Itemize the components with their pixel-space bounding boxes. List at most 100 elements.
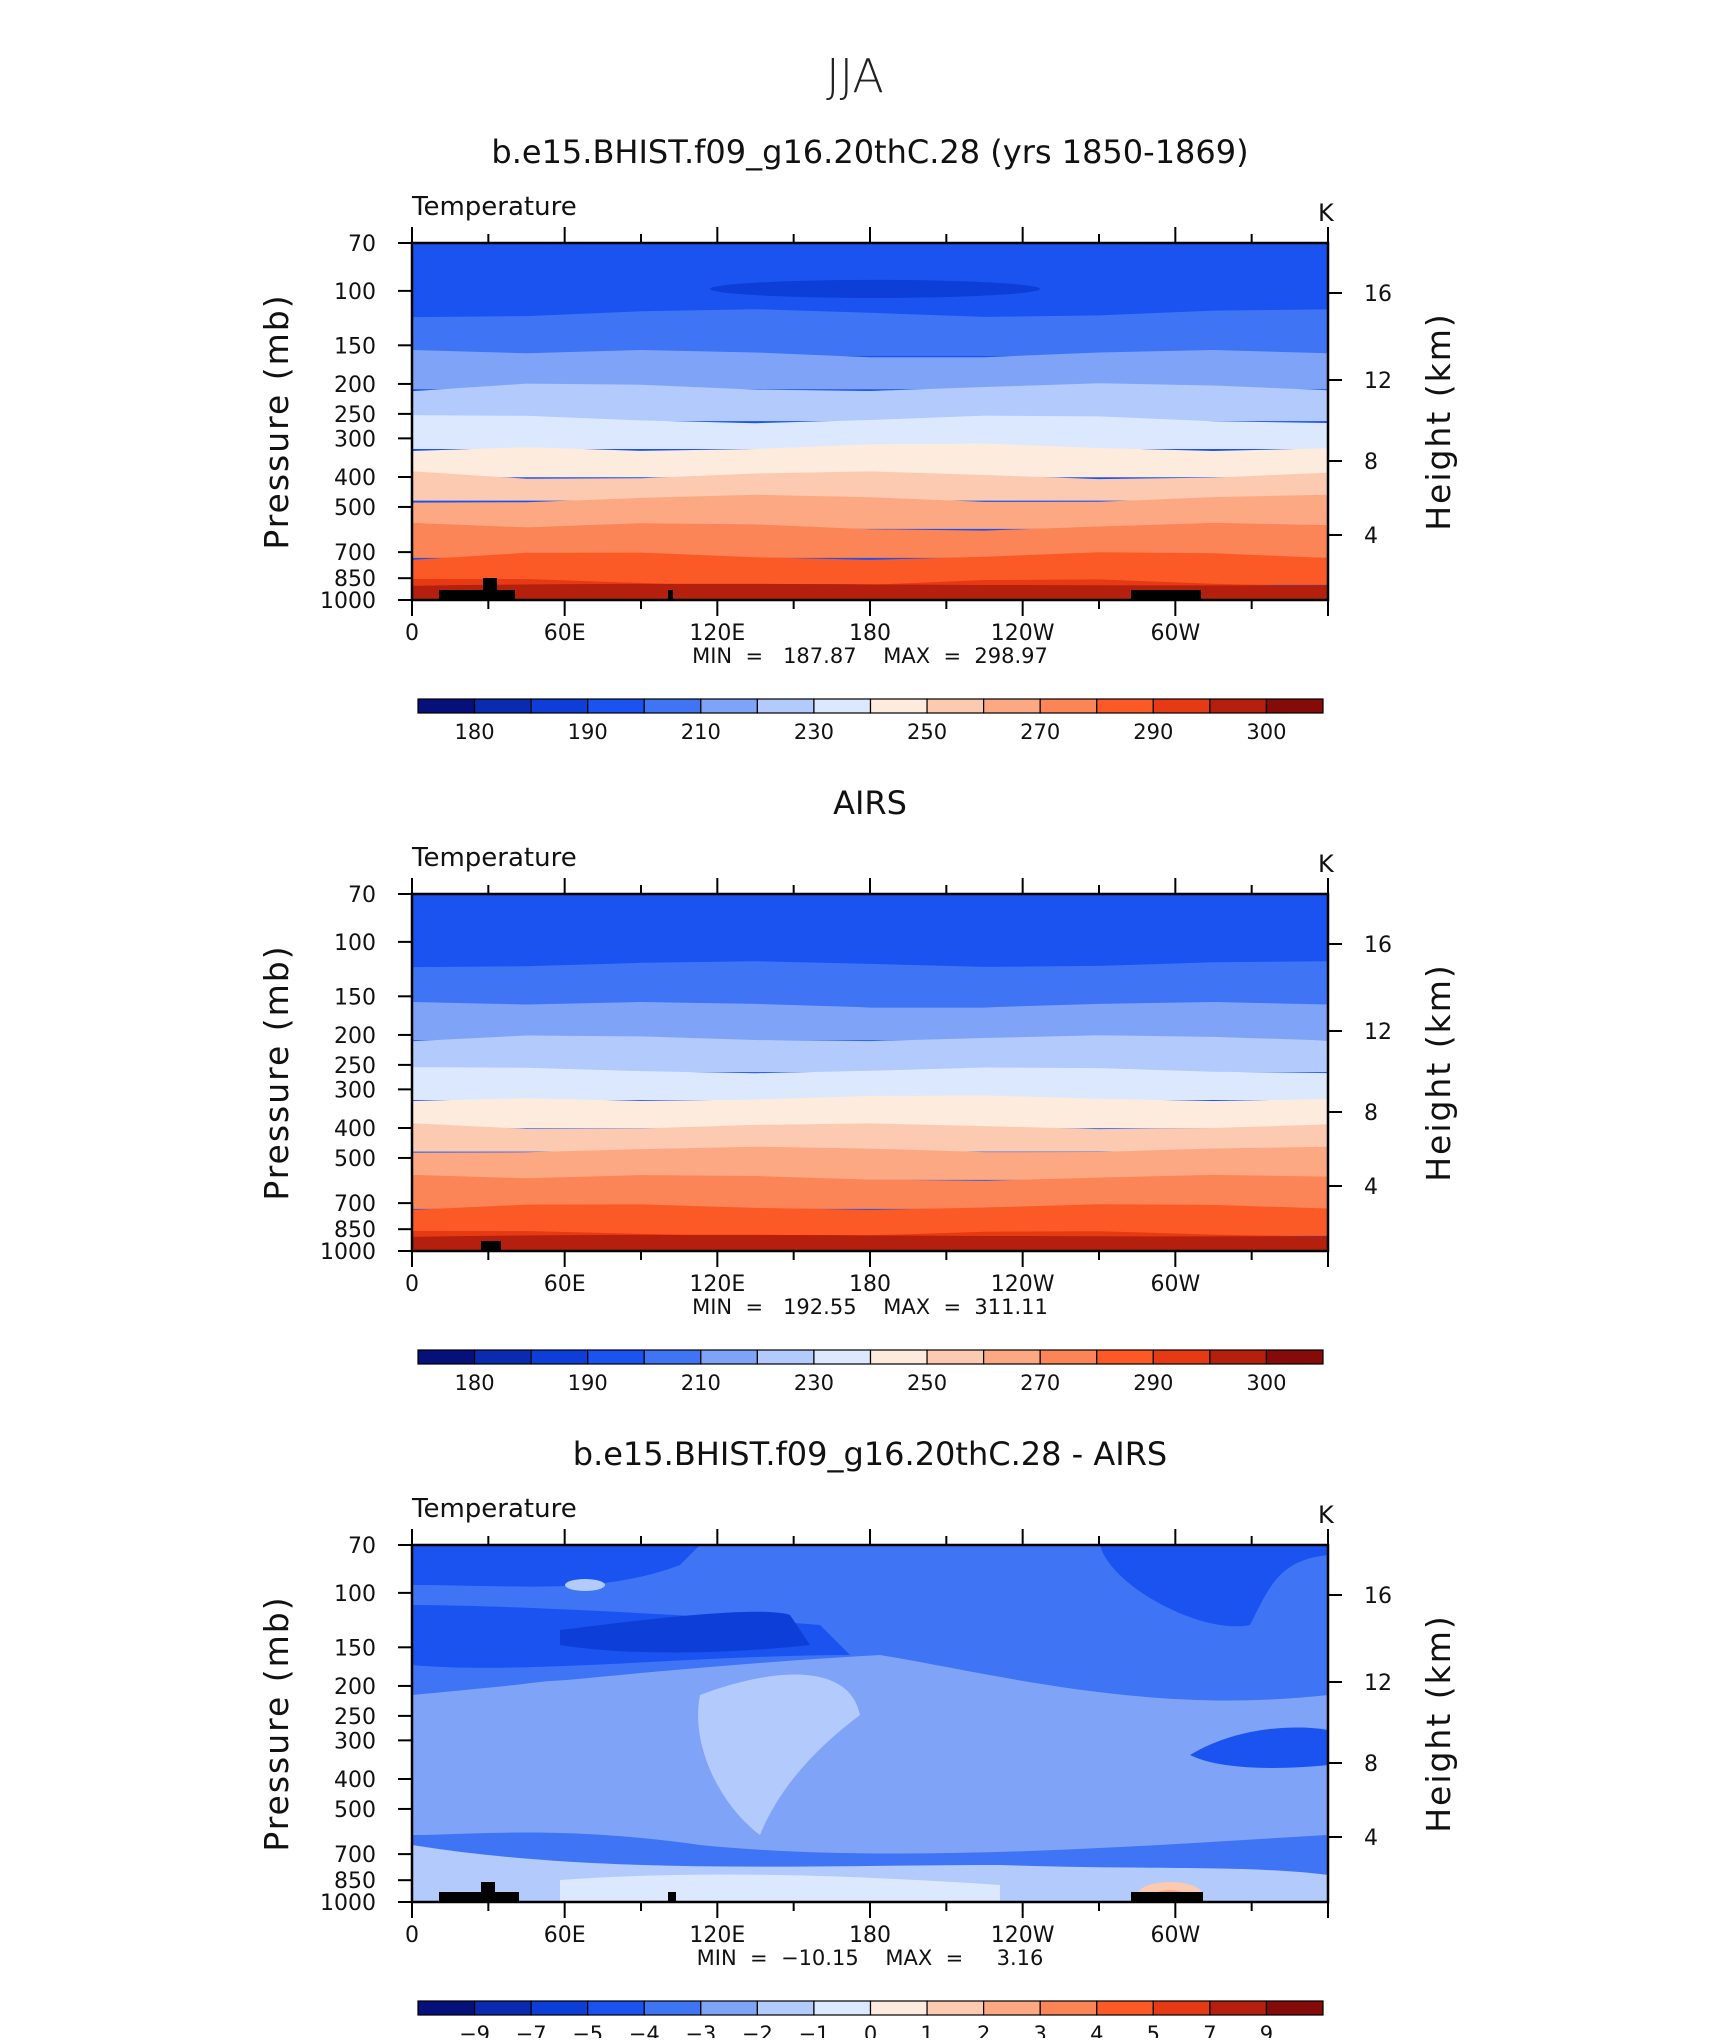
colorbar-swatch bbox=[1209, 1349, 1268, 1365]
colorbar-swatch bbox=[926, 698, 985, 714]
contour-band bbox=[412, 494, 1328, 529]
contour-band bbox=[412, 471, 1328, 501]
colorbar-swatch bbox=[926, 1349, 985, 1365]
contour-band bbox=[470, 1679, 690, 1779]
colorbar-swatch bbox=[813, 1349, 872, 1365]
lon-tick-label: 120W bbox=[991, 1272, 1055, 1297]
colorbar-label: 230 bbox=[794, 720, 834, 744]
colorbar-label: 5 bbox=[1147, 2022, 1160, 2038]
pressure-tick-label: 500 bbox=[334, 496, 376, 521]
colorbar-label: 300 bbox=[1246, 1371, 1286, 1395]
topography bbox=[483, 578, 497, 600]
contour-band bbox=[412, 583, 1328, 600]
height-tick-label: 16 bbox=[1364, 1584, 1392, 1609]
colorbar-swatch bbox=[587, 1349, 645, 1365]
panel-2: AIRS701001502002503004005007008501000161… bbox=[257, 784, 1458, 1395]
contour-band bbox=[412, 894, 1328, 967]
topography bbox=[439, 590, 515, 600]
colorbar-swatch bbox=[700, 698, 758, 714]
colorbar-swatch bbox=[473, 698, 532, 714]
contour-band bbox=[412, 1545, 700, 1587]
contour-band bbox=[412, 443, 1328, 478]
pressure-tick-label: 250 bbox=[334, 1705, 376, 1730]
contour-band bbox=[412, 1095, 1328, 1129]
page-title: JJA bbox=[826, 49, 884, 103]
colorbar-swatch bbox=[756, 2000, 815, 2016]
y2-axis-label: Height (km) bbox=[1419, 312, 1458, 531]
topography bbox=[481, 1241, 501, 1251]
topography bbox=[668, 590, 673, 600]
colorbar-swatch bbox=[473, 2000, 532, 2016]
pressure-tick-label: 500 bbox=[334, 1798, 376, 1823]
lon-tick-label: 60W bbox=[1150, 1923, 1200, 1948]
pressure-tick-label: 400 bbox=[334, 466, 376, 491]
lon-tick-label: 0 bbox=[405, 1923, 419, 1948]
colorbar-label: −5 bbox=[572, 2022, 603, 2038]
panel-3: b.e15.BHIST.f09_g16.20thC.28 - AIRS70100… bbox=[257, 1435, 1458, 2042]
contour-band bbox=[560, 1611, 810, 1653]
pressure-tick-label: 400 bbox=[334, 1768, 376, 1793]
contour-band bbox=[412, 1035, 1328, 1073]
pressure-tick-label: 700 bbox=[334, 1192, 376, 1217]
contour-field bbox=[412, 1545, 1328, 1902]
height-tick-label: 12 bbox=[1364, 1020, 1392, 1045]
colorbar-swatch bbox=[643, 2000, 702, 2016]
pressure-tick-label: 850 bbox=[334, 1869, 376, 1894]
contour-band bbox=[412, 1146, 1328, 1180]
pressure-tick-label: 850 bbox=[334, 567, 376, 592]
colorbar-swatch bbox=[530, 1349, 589, 1365]
colorbar-label: 250 bbox=[907, 1371, 947, 1395]
pressure-tick-label: 250 bbox=[334, 1054, 376, 1079]
contour-band bbox=[698, 1674, 860, 1835]
height-tick-label: 4 bbox=[1364, 1175, 1378, 1200]
colorbar-label: 4 bbox=[1090, 2022, 1103, 2038]
colorbar-swatch bbox=[417, 698, 476, 714]
contour-band bbox=[1190, 1727, 1328, 1768]
colorbar-swatch bbox=[1152, 1349, 1211, 1365]
colorbar-swatch bbox=[700, 1349, 758, 1365]
colorbar-label: 270 bbox=[1020, 720, 1060, 744]
variable-label: Temperature bbox=[411, 1494, 577, 1524]
lon-tick-label: 120E bbox=[689, 1272, 745, 1297]
colorbar-label: 1 bbox=[920, 2022, 933, 2038]
colorbar-swatch bbox=[756, 1349, 815, 1365]
units-label: K bbox=[1318, 850, 1335, 878]
min-max-label: MIN = 192.55 MAX = 311.11 bbox=[692, 1295, 1048, 1319]
pressure-tick-label: 70 bbox=[348, 883, 376, 908]
colorbar-swatch bbox=[587, 698, 645, 714]
lon-tick-label: 0 bbox=[405, 621, 419, 646]
contour-field bbox=[412, 894, 1328, 1251]
topography bbox=[1131, 590, 1201, 600]
contour-band bbox=[412, 552, 1328, 585]
pressure-tick-label: 1000 bbox=[320, 1240, 376, 1265]
lon-tick-label: 60E bbox=[544, 1272, 586, 1297]
lon-tick-label: 60E bbox=[544, 1923, 586, 1948]
pressure-tick-label: 150 bbox=[334, 1636, 376, 1661]
colorbar-swatch bbox=[926, 2000, 985, 2016]
colorbar-label: 9 bbox=[1260, 2022, 1273, 2038]
pressure-tick-label: 100 bbox=[334, 1582, 376, 1607]
variable-label: Temperature bbox=[411, 192, 577, 222]
colorbar-swatch bbox=[1096, 1349, 1154, 1365]
panel-title: AIRS bbox=[833, 784, 907, 822]
colorbar-swatch bbox=[1265, 698, 1324, 714]
panel-1: b.e15.BHIST.f09_g16.20thC.28 (yrs 1850-1… bbox=[257, 133, 1458, 744]
min-max-label: MIN = −10.15 MAX = 3.16 bbox=[697, 1946, 1044, 1970]
units-label: K bbox=[1318, 199, 1335, 227]
pressure-tick-label: 200 bbox=[334, 1675, 376, 1700]
colorbar-swatch bbox=[1265, 2000, 1324, 2016]
units-label: K bbox=[1318, 1501, 1335, 1529]
colorbar-label: 270 bbox=[1020, 1371, 1060, 1395]
colorbar-swatch bbox=[756, 698, 815, 714]
pressure-tick-label: 100 bbox=[334, 280, 376, 305]
pressure-tick-label: 700 bbox=[334, 541, 376, 566]
colorbar-swatch bbox=[1096, 698, 1154, 714]
height-tick-label: 12 bbox=[1364, 1671, 1392, 1696]
lon-tick-label: 60W bbox=[1150, 621, 1200, 646]
colorbar-swatch bbox=[1209, 698, 1268, 714]
colorbar-label: 190 bbox=[568, 720, 608, 744]
pressure-tick-label: 850 bbox=[334, 1218, 376, 1243]
colorbar-swatch bbox=[1039, 698, 1098, 714]
colorbar-swatch bbox=[473, 1349, 532, 1365]
colorbar-swatch bbox=[643, 1349, 702, 1365]
